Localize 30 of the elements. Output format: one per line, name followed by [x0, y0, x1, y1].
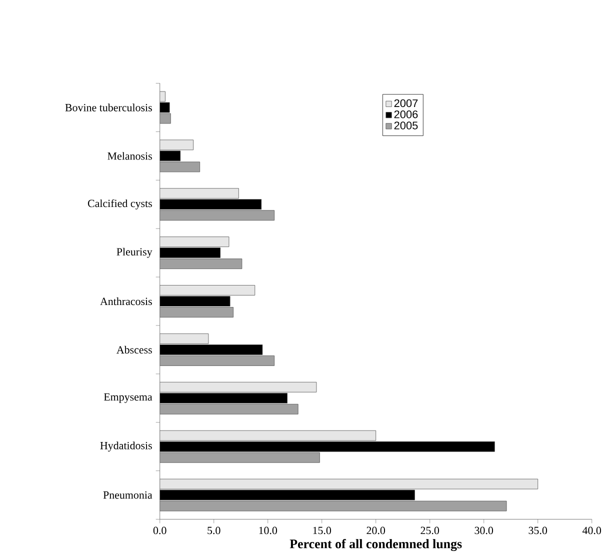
y-tick-label: Empysema [104, 393, 152, 403]
y-tick-label: Abscess [116, 346, 152, 354]
y-tick-label: Anthracosis [100, 297, 152, 305]
x-axis-title: Percent of all condemned lungs [290, 538, 462, 551]
legend-label: 2007 [394, 99, 418, 107]
bar [160, 140, 194, 150]
x-tick-label: 5.0 [208, 526, 220, 534]
x-tick-label: 20.0 [366, 526, 386, 534]
y-tick-label: Pleurisy [116, 248, 152, 258]
legend-label: 2006 [394, 110, 418, 118]
y-tick-label: Bovine tuberculosis [65, 103, 152, 112]
y-tick-label: Calcified cysts [88, 199, 152, 210]
bar [160, 382, 317, 392]
x-tick-label: 40.0 [582, 526, 602, 534]
bar [160, 478, 538, 490]
bar [160, 236, 230, 247]
x-tick-label: 10.0 [259, 526, 278, 534]
bar [160, 188, 239, 198]
x-tick-label: 0.0 [153, 526, 166, 534]
bar [160, 284, 256, 296]
bar [160, 333, 209, 344]
y-tick-label: Melanosis [108, 152, 152, 160]
x-tick-label: 30.0 [474, 526, 494, 534]
x-tick-label: 35.0 [528, 526, 548, 534]
x-tick-label: 15.0 [313, 526, 332, 534]
x-tick-label: 25.0 [420, 526, 440, 534]
bar [160, 430, 376, 441]
legend-label: 2005 [394, 121, 418, 130]
y-tick-label: Pneumonia [103, 491, 152, 499]
y-tick-label: Hydatidosis [100, 441, 152, 452]
